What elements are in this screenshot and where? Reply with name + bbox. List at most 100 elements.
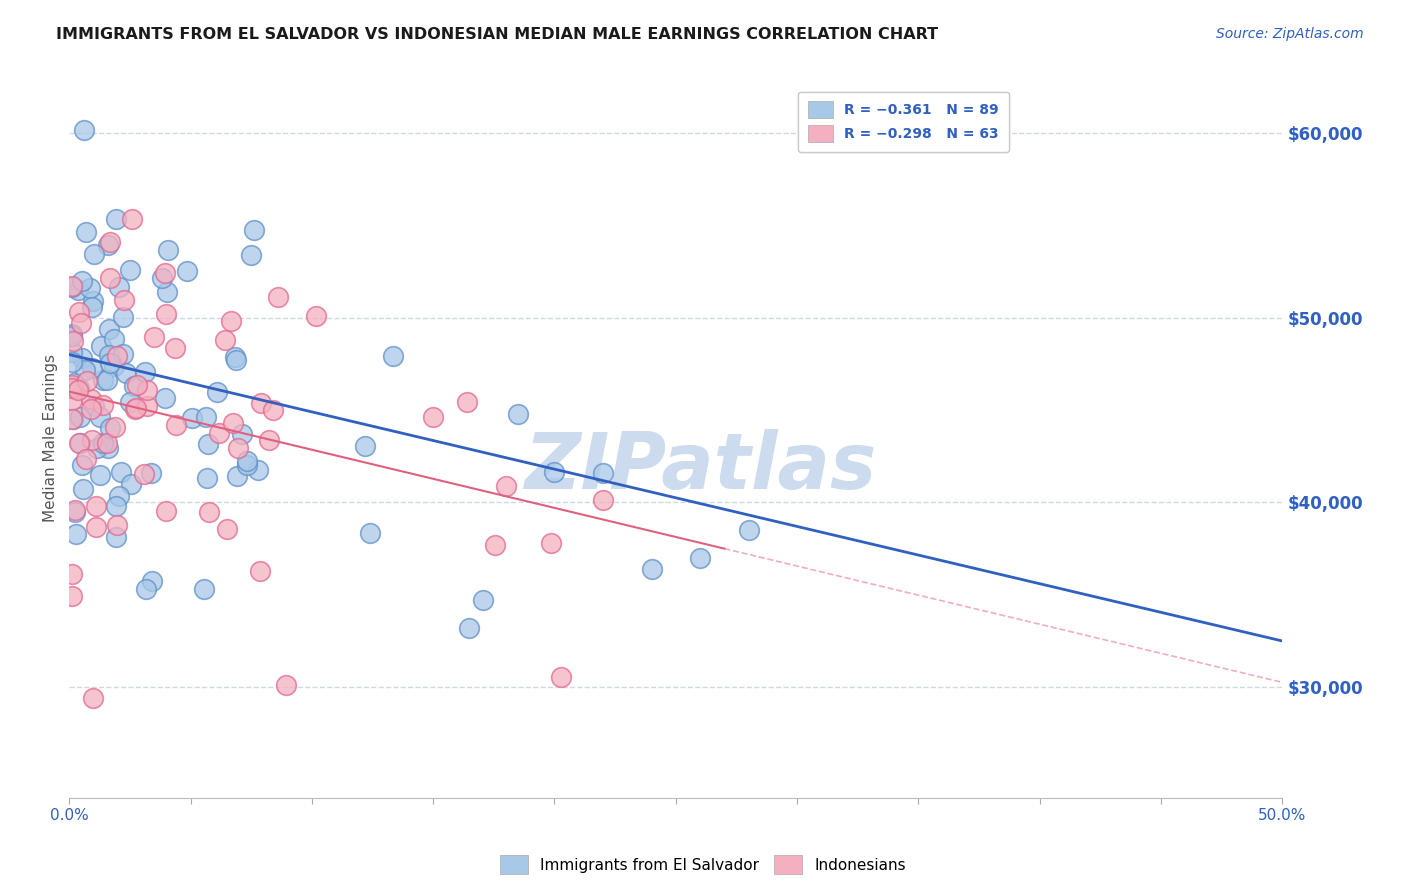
Point bbox=[84, 500, 107, 514]
Point bbox=[60, 278, 83, 293]
Point bbox=[103, 359, 125, 374]
Point bbox=[456, 395, 478, 409]
Point bbox=[105, 530, 128, 544]
Point bbox=[153, 266, 176, 280]
Point bbox=[62, 376, 84, 391]
Point bbox=[72, 351, 94, 366]
Point bbox=[543, 465, 565, 479]
Point bbox=[176, 264, 198, 278]
Point bbox=[157, 244, 180, 258]
Point bbox=[69, 410, 91, 425]
Point bbox=[107, 349, 129, 363]
Point bbox=[181, 411, 204, 425]
Point bbox=[125, 401, 148, 416]
Point bbox=[60, 381, 83, 395]
Point bbox=[215, 522, 238, 536]
Point bbox=[221, 314, 243, 328]
Point bbox=[93, 398, 115, 412]
Legend: R = −0.361   N = 89, R = −0.298   N = 63: R = −0.361 N = 89, R = −0.298 N = 63 bbox=[799, 92, 1008, 152]
Point bbox=[205, 384, 228, 399]
Point bbox=[240, 247, 263, 261]
Point bbox=[236, 458, 259, 472]
Point bbox=[122, 378, 145, 392]
Point bbox=[689, 551, 711, 566]
Point bbox=[550, 670, 572, 684]
Point bbox=[118, 395, 141, 409]
Point bbox=[231, 426, 253, 441]
Point bbox=[60, 412, 83, 426]
Point bbox=[60, 567, 83, 582]
Point bbox=[82, 293, 104, 308]
Point bbox=[124, 401, 146, 416]
Point bbox=[76, 374, 98, 388]
Point bbox=[422, 410, 444, 425]
Point bbox=[63, 505, 86, 519]
Point bbox=[135, 399, 157, 413]
Point bbox=[97, 238, 120, 252]
Point bbox=[156, 285, 179, 299]
Point bbox=[134, 365, 156, 379]
Point bbox=[120, 477, 142, 491]
Point bbox=[472, 593, 495, 607]
Point bbox=[353, 439, 375, 453]
Point bbox=[86, 442, 108, 456]
Point bbox=[115, 366, 138, 380]
Point bbox=[108, 280, 131, 294]
Point bbox=[276, 678, 298, 692]
Point bbox=[69, 316, 91, 330]
Point bbox=[243, 223, 266, 237]
Point bbox=[96, 436, 118, 450]
Point bbox=[91, 374, 114, 388]
Point bbox=[163, 341, 186, 355]
Point bbox=[225, 352, 247, 367]
Point bbox=[246, 463, 269, 477]
Point bbox=[80, 300, 103, 314]
Text: IMMIGRANTS FROM EL SALVADOR VS INDONESIAN MEDIAN MALE EARNINGS CORRELATION CHART: IMMIGRANTS FROM EL SALVADOR VS INDONESIA… bbox=[56, 27, 938, 42]
Point bbox=[592, 492, 614, 507]
Point bbox=[62, 334, 84, 349]
Point bbox=[62, 411, 84, 425]
Point bbox=[98, 421, 121, 435]
Point bbox=[75, 451, 97, 466]
Point bbox=[60, 328, 83, 343]
Point bbox=[108, 489, 131, 503]
Point bbox=[83, 399, 105, 413]
Point bbox=[142, 330, 165, 344]
Point bbox=[139, 466, 162, 480]
Point bbox=[226, 442, 249, 456]
Point bbox=[506, 408, 529, 422]
Point bbox=[67, 284, 90, 298]
Point bbox=[73, 123, 96, 137]
Point bbox=[135, 582, 157, 596]
Point bbox=[65, 526, 87, 541]
Point bbox=[111, 347, 134, 361]
Point bbox=[60, 377, 83, 392]
Text: Source: ZipAtlas.com: Source: ZipAtlas.com bbox=[1216, 27, 1364, 41]
Point bbox=[60, 344, 83, 359]
Point bbox=[153, 391, 176, 405]
Point bbox=[70, 458, 93, 472]
Point bbox=[198, 505, 221, 519]
Point bbox=[82, 361, 104, 376]
Point bbox=[236, 454, 259, 468]
Point bbox=[226, 469, 249, 483]
Point bbox=[79, 281, 101, 295]
Point bbox=[82, 690, 104, 705]
Point bbox=[155, 504, 177, 518]
Point bbox=[262, 402, 284, 417]
Point bbox=[197, 437, 219, 451]
Point bbox=[257, 433, 280, 447]
Point bbox=[249, 564, 271, 578]
Point bbox=[89, 410, 111, 425]
Point bbox=[90, 338, 112, 352]
Point bbox=[193, 582, 215, 597]
Point bbox=[103, 420, 125, 434]
Point bbox=[67, 305, 90, 319]
Y-axis label: Median Male Earnings: Median Male Earnings bbox=[44, 354, 58, 522]
Point bbox=[208, 426, 231, 441]
Point bbox=[75, 225, 97, 239]
Point bbox=[96, 373, 118, 387]
Point bbox=[150, 271, 173, 285]
Point bbox=[111, 310, 134, 325]
Point bbox=[304, 309, 326, 323]
